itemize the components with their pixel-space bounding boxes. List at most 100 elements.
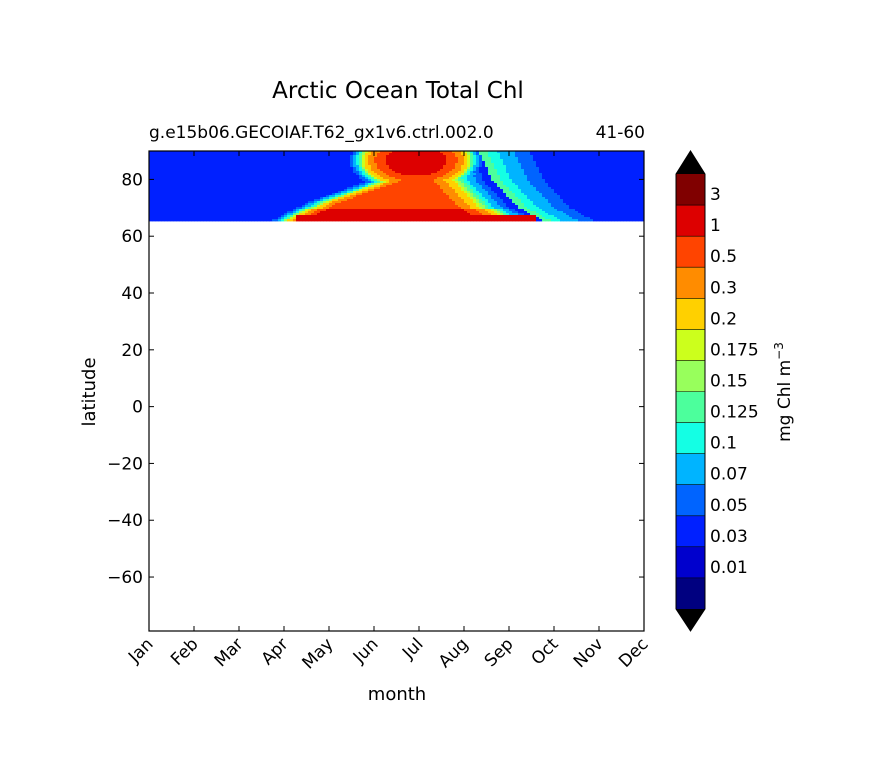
contour-cell <box>326 191 330 194</box>
contour-cell <box>431 167 435 170</box>
contour-cell <box>593 199 597 202</box>
contour-cell <box>155 155 159 158</box>
contour-cell <box>617 171 621 174</box>
contour-cell <box>356 197 360 200</box>
contour-cell <box>410 167 414 170</box>
contour-cell <box>629 185 633 188</box>
contour-cell <box>482 179 486 182</box>
contour-cell <box>299 201 303 204</box>
contour-cell <box>497 187 501 190</box>
contour-cell <box>632 195 636 198</box>
contour-cell <box>491 167 495 170</box>
contour-cell <box>629 205 633 208</box>
contour-cell <box>596 169 600 172</box>
contour-cell <box>224 155 228 158</box>
contour-cell <box>290 153 294 156</box>
contour-cell <box>296 179 300 182</box>
contour-cell <box>449 205 453 208</box>
contour-cell <box>596 155 600 158</box>
contour-cell <box>515 187 519 190</box>
contour-cell <box>317 175 321 178</box>
contour-cell <box>362 189 366 192</box>
contour-cell <box>233 161 237 164</box>
contour-cell <box>566 163 570 166</box>
contour-cell <box>620 153 624 156</box>
contour-cell <box>326 157 330 160</box>
contour-cell <box>551 157 555 160</box>
contour-cell <box>239 203 243 206</box>
contour-cell <box>251 189 255 192</box>
contour-cell <box>155 205 159 208</box>
contour-cell <box>470 173 474 176</box>
contour-cell <box>263 155 267 158</box>
contour-cell <box>437 167 441 170</box>
contour-cell <box>572 179 576 182</box>
contour-cell <box>317 161 321 164</box>
contour-cell <box>200 155 204 158</box>
contour-cell <box>593 197 597 200</box>
contour-cell <box>554 207 558 210</box>
contour-cell <box>563 203 567 206</box>
contour-cell <box>173 171 177 174</box>
contour-cell <box>332 151 336 154</box>
contour-cell <box>311 167 315 170</box>
contour-cell <box>242 199 246 202</box>
contour-cell <box>611 175 615 178</box>
contour-cell <box>200 207 204 210</box>
contour-cell <box>386 169 390 172</box>
contour-cell <box>530 191 534 194</box>
contour-cell <box>323 193 327 196</box>
contour-cell <box>248 151 252 154</box>
contour-cell <box>482 171 486 174</box>
contour-cell <box>218 205 222 208</box>
contour-cell <box>284 157 288 160</box>
contour-cell <box>359 173 363 176</box>
contour-cell <box>566 155 570 158</box>
contour-cell <box>590 155 594 158</box>
contour-cell <box>224 193 228 196</box>
contour-cell <box>467 191 471 194</box>
contour-cell <box>173 193 177 196</box>
contour-cell <box>332 203 336 206</box>
contour-cell <box>344 193 348 196</box>
contour-cell <box>485 189 489 192</box>
contour-cell <box>272 189 276 192</box>
contour-cell <box>587 185 591 188</box>
contour-cell <box>305 179 309 182</box>
contour-cell <box>434 201 438 204</box>
contour-cell <box>365 187 369 190</box>
contour-cell <box>446 187 450 190</box>
contour-cell <box>482 209 486 212</box>
contour-cell <box>629 169 633 172</box>
contour-cell <box>341 151 345 154</box>
contour-cell <box>557 187 561 190</box>
contour-cell <box>164 187 168 190</box>
contour-cell <box>467 159 471 162</box>
contour-cell <box>545 181 549 184</box>
contour-cell <box>365 193 369 196</box>
contour-cell <box>617 157 621 160</box>
contour-cell <box>173 151 177 154</box>
contour-cell <box>464 151 468 154</box>
contour-cell <box>185 153 189 156</box>
contour-cell <box>638 173 642 176</box>
contour-cell <box>242 207 246 210</box>
contour-cell <box>377 191 381 194</box>
contour-cell <box>209 207 213 210</box>
contour-cell <box>566 167 570 170</box>
contour-cell <box>611 181 615 184</box>
contour-cell <box>596 189 600 192</box>
contour-cell <box>158 155 162 158</box>
contour-cell <box>164 183 168 186</box>
contour-cell <box>275 209 279 212</box>
contour-cell <box>401 205 405 208</box>
contour-cell <box>560 153 564 156</box>
contour-cell <box>218 165 222 168</box>
contour-cell <box>323 167 327 170</box>
contour-cell <box>473 207 477 210</box>
contour-cell <box>194 207 198 210</box>
contour-cell <box>455 173 459 176</box>
contour-cell <box>500 197 504 200</box>
contour-cell <box>419 155 423 158</box>
contour-cell <box>320 205 324 208</box>
